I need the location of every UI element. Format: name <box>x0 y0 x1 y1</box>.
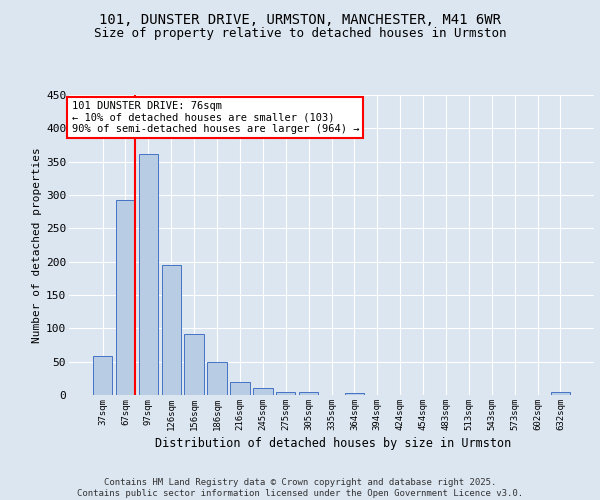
Bar <box>93 356 112 395</box>
Text: Size of property relative to detached houses in Urmston: Size of property relative to detached ho… <box>94 28 506 40</box>
Bar <box>551 392 570 395</box>
Y-axis label: Number of detached properties: Number of detached properties <box>32 147 42 343</box>
Text: Contains HM Land Registry data © Crown copyright and database right 2025.
Contai: Contains HM Land Registry data © Crown c… <box>77 478 523 498</box>
Bar <box>253 388 272 395</box>
Text: 101, DUNSTER DRIVE, URMSTON, MANCHESTER, M41 6WR: 101, DUNSTER DRIVE, URMSTON, MANCHESTER,… <box>99 12 501 26</box>
Bar <box>344 393 364 395</box>
Text: Distribution of detached houses by size in Urmston: Distribution of detached houses by size … <box>155 438 511 450</box>
Bar <box>230 382 250 395</box>
Bar <box>139 154 158 395</box>
Bar <box>116 200 135 395</box>
Bar <box>299 392 319 395</box>
Text: 101 DUNSTER DRIVE: 76sqm
← 10% of detached houses are smaller (103)
90% of semi-: 101 DUNSTER DRIVE: 76sqm ← 10% of detach… <box>71 101 359 134</box>
Bar <box>161 265 181 395</box>
Bar <box>208 362 227 395</box>
Bar <box>276 392 295 395</box>
Bar <box>184 334 204 395</box>
